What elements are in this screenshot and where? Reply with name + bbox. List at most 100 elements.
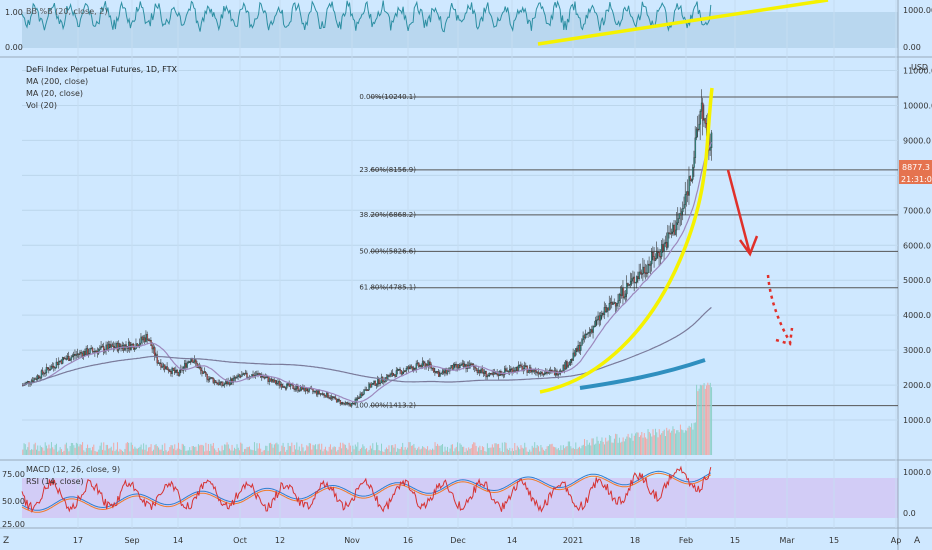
volume-bar xyxy=(490,447,492,455)
candle-body xyxy=(93,350,95,353)
time-axis[interactable]: 17 Sep 14 Oct 12 Nov 16 Dec 14 2021 18 Feb 15 Mar 15 Ap xyxy=(73,536,901,545)
volume-bar xyxy=(479,445,481,455)
volume-bar xyxy=(499,447,501,455)
price-tick-3000: 3000.0 xyxy=(903,346,931,355)
main-legend-ma200[interactable]: MA (200, close) xyxy=(26,77,88,86)
candle-body xyxy=(463,363,465,367)
volume-bar xyxy=(255,450,257,455)
time-tick-8: 14 xyxy=(507,536,517,545)
candle-body xyxy=(294,388,297,390)
candle-body xyxy=(345,402,348,404)
volume-bar xyxy=(128,442,130,455)
volume-bar xyxy=(100,442,102,455)
volume-bar xyxy=(54,445,56,455)
candle-body xyxy=(215,380,217,384)
axis-auto-scale-button[interactable]: A xyxy=(914,536,921,546)
volume-bar xyxy=(186,450,188,455)
yellow-trend-line-drawing[interactable] xyxy=(537,0,829,46)
candle-body xyxy=(240,375,242,378)
volume-bar xyxy=(417,448,419,455)
volume-bar xyxy=(95,451,97,455)
volume-bar xyxy=(706,385,708,455)
candle-body xyxy=(281,384,283,388)
main-legend-vol[interactable]: Vol (20) xyxy=(26,101,57,110)
volume-bar xyxy=(104,450,106,455)
volume-bar xyxy=(415,449,417,455)
ma20-line xyxy=(22,142,712,403)
volume-bar xyxy=(306,445,308,455)
volume-bar xyxy=(532,447,534,455)
candle-body xyxy=(570,359,572,363)
candle-body xyxy=(642,266,644,275)
bottom-legend-macd[interactable]: MACD (12, 26, close, 9) xyxy=(26,465,120,474)
volume-bar xyxy=(584,439,586,455)
candle-body xyxy=(700,102,703,112)
candle-body xyxy=(509,369,511,372)
volume-bar xyxy=(78,446,80,455)
volume-bar xyxy=(64,444,66,455)
candle-body xyxy=(193,359,196,363)
candle-body xyxy=(673,224,675,235)
red-dotted-arrow-drawing[interactable] xyxy=(766,274,794,346)
candle-body xyxy=(111,344,114,347)
fib-label-1: 23.60%(8156.9) xyxy=(359,166,416,174)
bottom-left-icon[interactable]: Z xyxy=(3,536,9,546)
volume-bar xyxy=(154,445,156,455)
volume-bar xyxy=(708,384,710,455)
bottom-legend-rsi[interactable]: RSI (14, close) xyxy=(26,477,84,486)
top-panel-band xyxy=(22,12,898,48)
candle-body xyxy=(490,373,492,375)
volume-bar xyxy=(116,442,118,455)
candle-body xyxy=(455,363,457,368)
main-legend-symbol[interactable]: DeFi Index Perpetual Futures, 1D, FTX xyxy=(26,65,177,74)
candle-body xyxy=(142,337,145,341)
volume-bar xyxy=(641,431,643,455)
time-tick-1: Sep xyxy=(124,536,139,545)
volume-bar xyxy=(202,445,204,455)
volume-bar xyxy=(392,445,394,455)
candle-body xyxy=(269,378,272,382)
red-down-arrow-drawing[interactable] xyxy=(726,169,759,257)
yellow-parabolic-curve-drawing[interactable] xyxy=(539,87,714,394)
volume-bar xyxy=(115,449,117,455)
volume-bar xyxy=(72,443,74,455)
candle-body xyxy=(101,345,104,348)
candle-body xyxy=(631,278,633,282)
volume-bar xyxy=(658,429,660,455)
volume-bar xyxy=(518,447,520,455)
fibonacci-retracement[interactable]: 0.00%(10240.1) 23.60%(8156.9) 38.20%(6868.… xyxy=(355,93,898,410)
candle-body xyxy=(216,382,218,385)
blue-trend-curve-drawing[interactable] xyxy=(579,358,706,390)
candle-body xyxy=(171,367,173,374)
candle-body xyxy=(188,361,191,363)
volume-bar xyxy=(50,442,52,455)
candle-body xyxy=(510,368,512,370)
candle-body xyxy=(410,365,413,368)
candle-body xyxy=(494,372,496,375)
volume-bar xyxy=(435,445,437,455)
candle-body xyxy=(325,392,328,398)
volume-bar xyxy=(580,448,582,455)
candle-body xyxy=(362,393,364,396)
volume-bar xyxy=(403,449,405,455)
candle-body xyxy=(186,362,188,368)
candle-body xyxy=(74,354,76,356)
volume-bar xyxy=(311,449,313,455)
volume-bar xyxy=(541,447,543,455)
candle-body xyxy=(71,355,74,358)
main-legend-ma20[interactable]: MA (20, close) xyxy=(26,89,83,98)
candle-body xyxy=(367,389,369,391)
candle-body xyxy=(587,332,589,334)
candle-body xyxy=(586,333,588,335)
candle-body xyxy=(614,302,617,307)
candle-body xyxy=(395,370,398,377)
volume-bar xyxy=(176,448,178,455)
candle-body xyxy=(342,402,344,404)
candle-body xyxy=(656,251,658,259)
candle-body xyxy=(383,380,385,383)
volume-bar xyxy=(379,450,381,455)
volume-bar xyxy=(45,445,47,455)
candle-body xyxy=(592,326,594,333)
candle-body xyxy=(372,382,374,385)
